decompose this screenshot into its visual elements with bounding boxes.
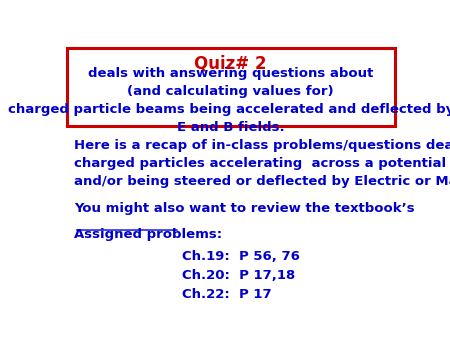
Text: You might also want to review the textbook’s: You might also want to review the textbo… — [74, 202, 414, 215]
Text: Ch.22:  P 17: Ch.22: P 17 — [182, 288, 271, 301]
Text: Ch.20:  P 17,18: Ch.20: P 17,18 — [182, 269, 295, 282]
Text: Assigned problems:: Assigned problems: — [74, 228, 222, 241]
Text: Ch.19:  P 56, 76: Ch.19: P 56, 76 — [182, 250, 300, 263]
Text: deals with answering questions about
(and calculating values for)
charged partic: deals with answering questions about (an… — [8, 67, 450, 134]
FancyBboxPatch shape — [67, 48, 395, 126]
Text: Here is a recap of in-class problems/questions dealing with
charged particles ac: Here is a recap of in-class problems/que… — [74, 140, 450, 189]
Text: Quiz# 2: Quiz# 2 — [194, 55, 267, 73]
